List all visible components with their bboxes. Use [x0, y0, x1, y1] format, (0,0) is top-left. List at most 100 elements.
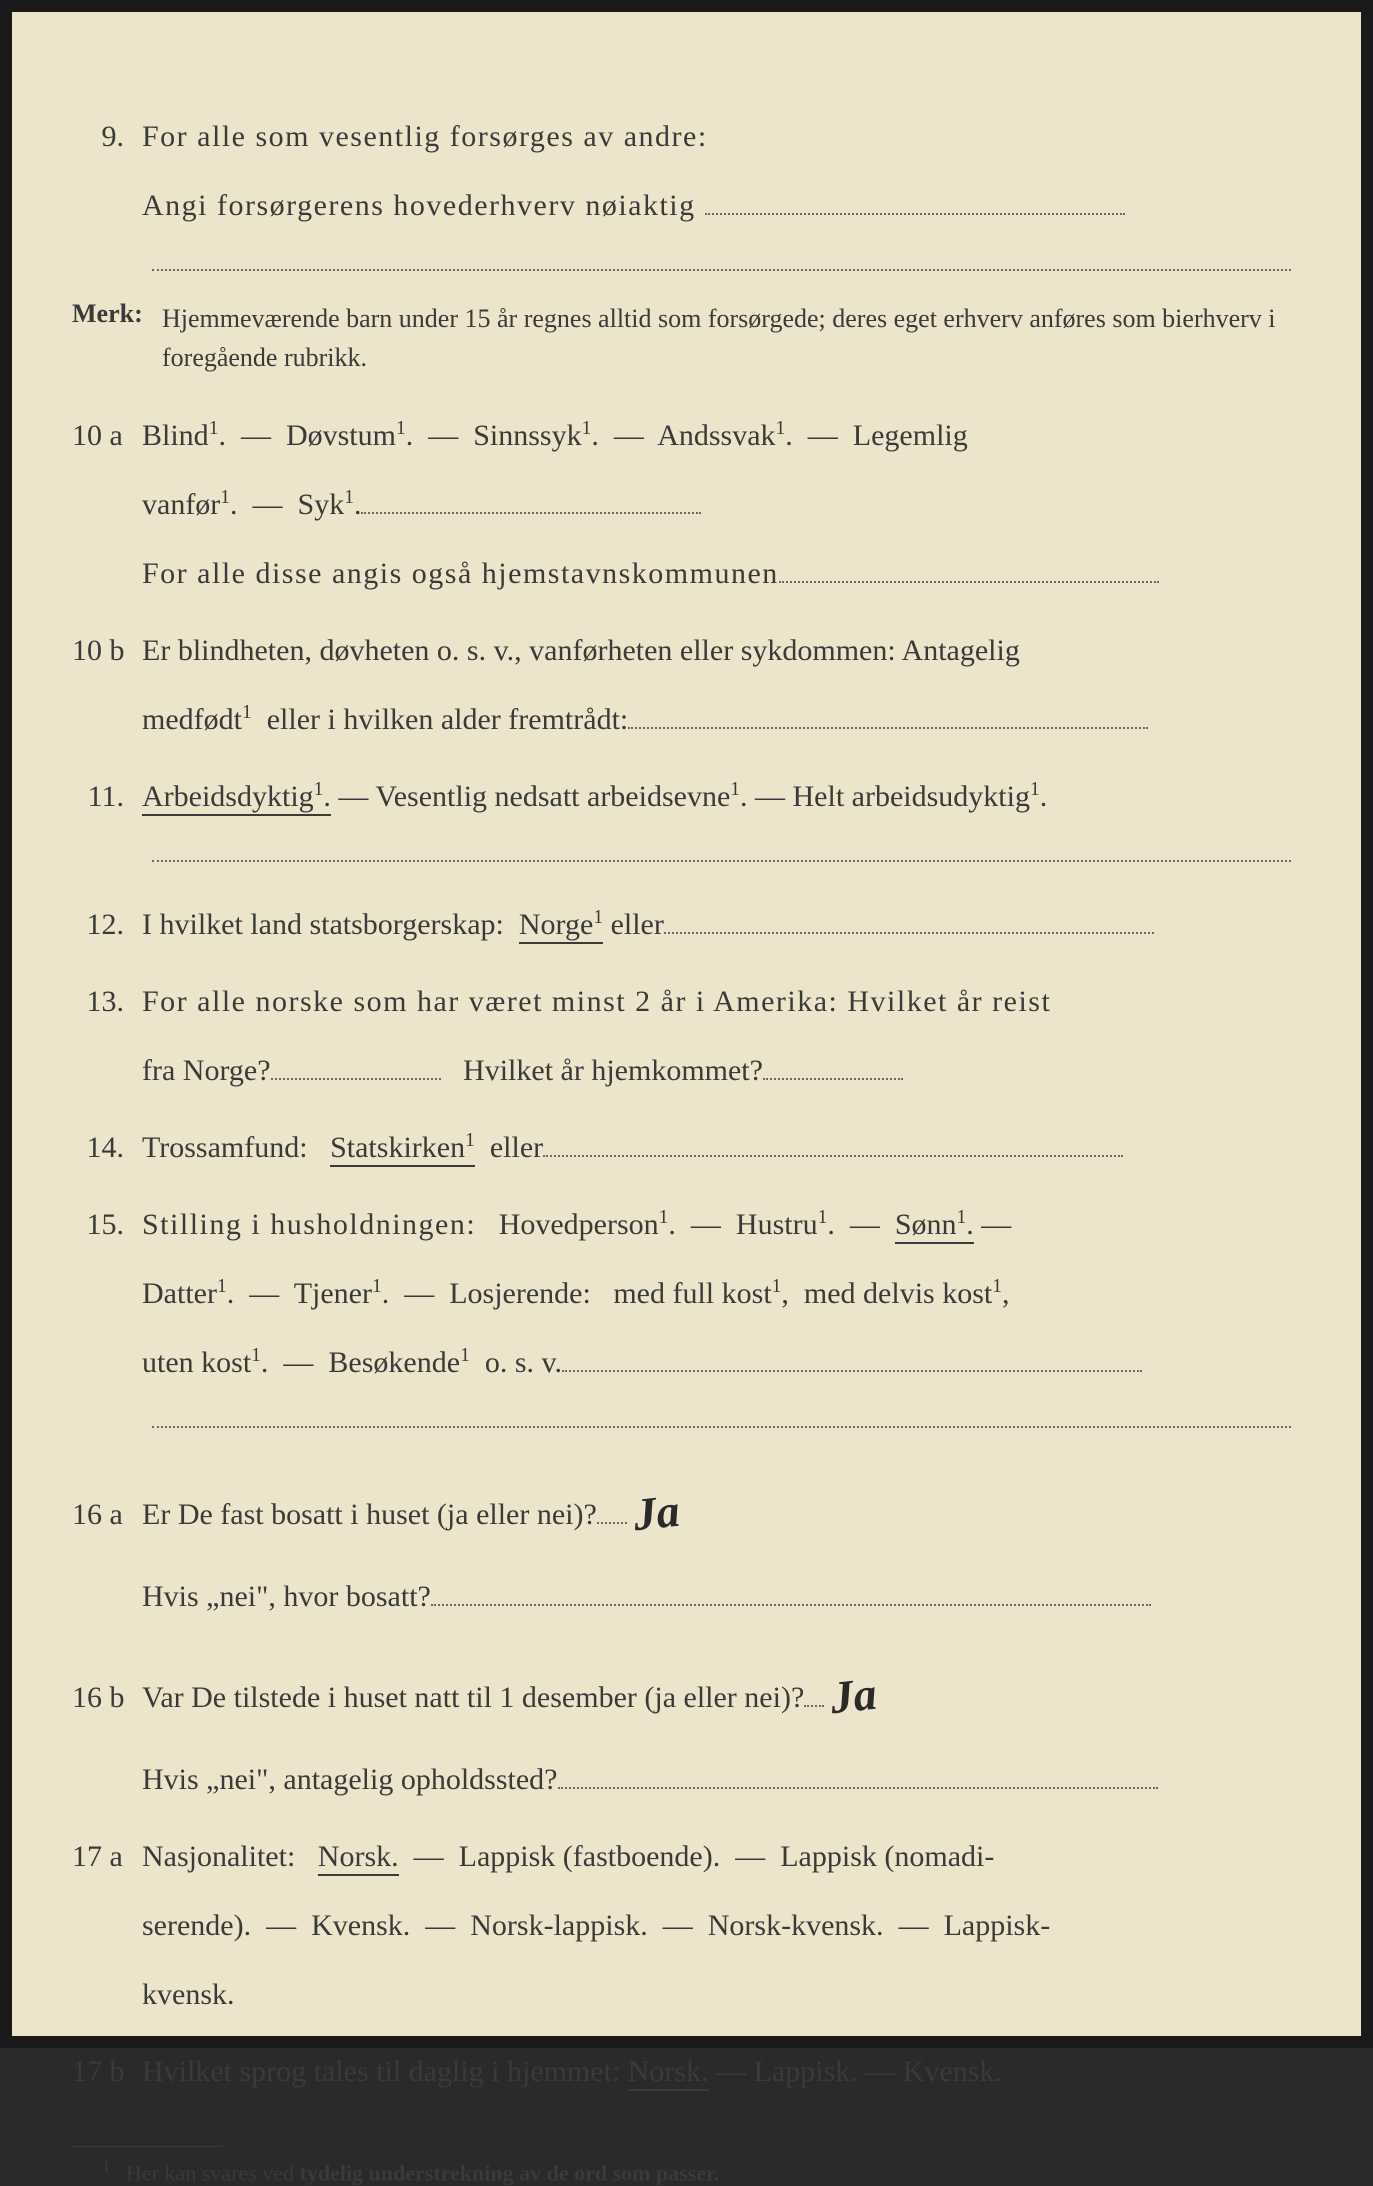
q15-hustru: Hustru	[736, 1208, 818, 1241]
q17a-norsk: Norsk.	[318, 1840, 399, 1876]
q17a-lapp-fast: Lappisk (fastboende).	[459, 1840, 721, 1873]
q15-uten: uten kost	[142, 1346, 251, 1379]
q11-number: 11.	[72, 768, 142, 825]
q17a-lapp-kvensk: Lappisk-	[944, 1909, 1051, 1942]
q9-dotted-line[interactable]	[152, 268, 1291, 271]
q12-number: 12.	[72, 896, 142, 953]
question-16b: 16 b Var De tilstede i huset natt til 1 …	[72, 1639, 1291, 1814]
q12-body: I hvilket land statsborgerskap: Norge1 e…	[142, 890, 1291, 959]
q10b-number: 10 b	[72, 622, 142, 679]
q15-hoved: Hovedperson	[499, 1208, 659, 1241]
q10a-legem: Legemlig	[853, 419, 968, 452]
q15-dotted-line[interactable]	[152, 1425, 1291, 1428]
q15-body: Stilling i husholdningen: Hovedperson1. …	[142, 1190, 1291, 1397]
q9-line1: For alle som vesentlig forsørges av andr…	[142, 120, 708, 153]
q12-text: I hvilket land statsborgerskap:	[142, 908, 504, 941]
q15-number: 15.	[72, 1196, 142, 1253]
q10a-syk: Syk	[298, 488, 345, 521]
q15-delvis: med delvis kost	[804, 1277, 992, 1310]
question-11: 11. Arbeidsdyktig1. — Vesentlig nedsatt …	[72, 762, 1291, 831]
q12-blank[interactable]	[664, 932, 1154, 934]
q15-tjener: Tjener	[294, 1277, 372, 1310]
q17b-text: Hvilket sprog tales til daglig i hjemmet…	[142, 2055, 620, 2088]
q17b-kvensk: Kvensk.	[903, 2055, 1002, 2088]
question-17a: 17 a Nasjonalitet: Norsk. — Lappisk (fas…	[72, 1822, 1291, 2029]
q10b-text2a: medfødt	[142, 703, 242, 736]
q16a-answer: Ja	[622, 1457, 691, 1568]
question-13: 13. For alle norske som har været minst …	[72, 967, 1291, 1105]
q17a-kvensk2: kvensk.	[142, 1978, 235, 2011]
q10b-text1: Er blindheten, døvheten o. s. v., vanfør…	[142, 634, 1020, 667]
q15-full: med full kost	[613, 1277, 771, 1310]
q10a-dov: Døvstum	[286, 419, 396, 452]
question-17b: 17 b Hvilket sprog tales til daglig i hj…	[72, 2037, 1291, 2106]
q16a-sub: Hvis „nei", hvor bosatt?	[142, 1580, 431, 1613]
merk-note: Merk: Hjemmeværende barn under 15 år reg…	[72, 299, 1291, 377]
q17a-text: Nasjonalitet:	[142, 1840, 295, 1873]
q16a-q: Er De fast bosatt i huset (ja eller nei)…	[142, 1498, 597, 1531]
q15-blank[interactable]	[562, 1370, 1142, 1372]
q9-line2: Angi forsørgerens hovederhverv nøiaktig	[142, 189, 696, 222]
q17a-norsk-lapp: Norsk-lappisk.	[470, 1909, 647, 1942]
q17b-body: Hvilket sprog tales til daglig i hjemmet…	[142, 2037, 1291, 2106]
q13-text1: For alle norske som har været minst 2 år…	[142, 985, 1051, 1018]
q16a-blank[interactable]	[431, 1604, 1151, 1606]
q16a-number: 16 a	[72, 1486, 142, 1543]
q15-text: Stilling i husholdningen:	[142, 1208, 476, 1241]
question-16a: 16 a Er De fast bosatt i huset (ja eller…	[72, 1456, 1291, 1631]
q10a-line3: For alle disse angis også hjemstavnskomm…	[142, 557, 779, 590]
q10a-blank1[interactable]	[361, 512, 701, 514]
q10b-blank[interactable]	[628, 727, 1148, 729]
q11-body: Arbeidsdyktig1. — Vesentlig nedsatt arbe…	[142, 762, 1291, 831]
q16a-body: Er De fast bosatt i huset (ja eller nei)…	[142, 1456, 1291, 1631]
footnote-text-a: Her kan svares ved	[126, 2160, 300, 2185]
q10a-number: 10 a	[72, 407, 142, 464]
question-15: 15. Stilling i husholdningen: Hovedperso…	[72, 1190, 1291, 1397]
q16b-blank[interactable]	[558, 1787, 1158, 1789]
footnote-num: 1	[102, 2157, 121, 2176]
q15-datter: Datter	[142, 1277, 217, 1310]
question-14: 14. Trossamfund: Statskirken1 eller	[72, 1113, 1291, 1182]
q12-eller: eller	[611, 908, 664, 941]
q14-blank[interactable]	[543, 1155, 1123, 1157]
q10b-body: Er blindheten, døvheten o. s. v., vanfør…	[142, 616, 1291, 754]
q15-osv: o. s. v.	[485, 1346, 562, 1379]
q11-udyktig: Helt arbeidsudyktig	[793, 780, 1030, 813]
q16b-body: Var De tilstede i huset natt til 1 desem…	[142, 1639, 1291, 1814]
q16b-number: 16 b	[72, 1669, 142, 1726]
census-form-page: 9. For alle som vesentlig forsørges av a…	[0, 0, 1373, 2048]
question-12: 12. I hvilket land statsborgerskap: Norg…	[72, 890, 1291, 959]
q15-sonn: Sønn1.	[895, 1208, 974, 1244]
question-10b: 10 b Er blindheten, døvheten o. s. v., v…	[72, 616, 1291, 754]
q9-number: 9.	[72, 108, 142, 165]
q13-text3: Hvilket år hjemkommet?	[463, 1054, 763, 1087]
q10b-text2b: eller i hvilken alder fremtrådt:	[267, 703, 629, 736]
q17a-lapp-nom: Lappisk (nomadi-	[780, 1840, 994, 1873]
question-10a: 10 a Blind1. — Døvstum1. — Sinnssyk1. — …	[72, 401, 1291, 608]
q17a-body: Nasjonalitet: Norsk. — Lappisk (fastboen…	[142, 1822, 1291, 2029]
q11-arbeidsdyktig: Arbeidsdyktig1.	[142, 780, 331, 816]
q13-number: 13.	[72, 973, 142, 1030]
q14-eller: eller	[490, 1131, 543, 1164]
q13-text2: fra Norge?	[142, 1054, 271, 1087]
q17b-lappisk: Lappisk.	[754, 2055, 858, 2088]
merk-label: Merk:	[72, 299, 162, 329]
q16b-sub: Hvis „nei", antagelig opholdssted?	[142, 1763, 558, 1796]
q13-blank1[interactable]	[271, 1078, 441, 1080]
footnote-text-b: tydelig understrekning av de ord som pas…	[300, 2160, 720, 2185]
q15-besok: Besøkende	[328, 1346, 460, 1379]
q17a-kvensk: Kvensk.	[311, 1909, 410, 1942]
q16a-blank-pre	[597, 1522, 627, 1524]
question-9: 9. For alle som vesentlig forsørges av a…	[72, 102, 1291, 240]
q10a-blind: Blind	[142, 419, 209, 452]
q9-blank[interactable]	[705, 213, 1125, 215]
q16b-answer: Ja	[819, 1640, 888, 1751]
q17a-number: 17 a	[72, 1828, 142, 1885]
q10a-blank2[interactable]	[779, 581, 1159, 583]
q11-dotted-line[interactable]	[152, 859, 1291, 862]
q17a-norsk-kvensk: Norsk-kvensk.	[708, 1909, 884, 1942]
q13-blank2[interactable]	[763, 1078, 903, 1080]
q10a-sinn: Sinnssyk	[473, 419, 581, 452]
footnote: 1 Her kan svares ved tydelig understrekn…	[72, 2157, 1291, 2186]
q16b-q: Var De tilstede i huset natt til 1 desem…	[142, 1681, 804, 1714]
